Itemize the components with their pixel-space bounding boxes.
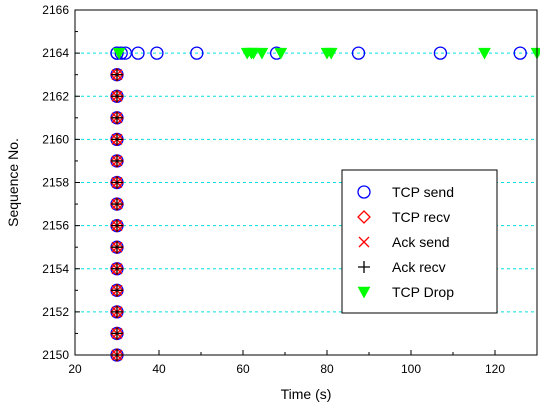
data-point [110,46,124,60]
data-point [111,154,123,167]
y-tick-label: 2160 [42,132,69,146]
data-point [433,46,448,60]
y-tick-label: 2156 [42,219,69,233]
data-point [112,47,126,60]
y-tick-label: 2150 [42,348,69,362]
data-point [111,176,123,189]
axis-ticks: 20 40 60 80 100 120 2150 2152 2154 2156 2158 2160 21… [42,3,505,376]
legend-marker [358,236,370,248]
data-point [111,241,123,254]
y-tick-label: 2162 [42,89,69,103]
legend-marker [357,286,371,299]
data-point [478,47,491,60]
x-tick-label: 100 [401,362,421,376]
x-axis-label: Time (s) [281,386,332,402]
x-tick-label: 60 [236,362,250,376]
data-point [111,327,123,340]
data-point [111,111,123,124]
y-tick-label: 2154 [42,262,69,276]
series-tcp-drop [112,47,540,60]
data-point [131,46,145,60]
data-point [111,305,123,318]
data-point [274,47,288,60]
data-point [111,284,123,297]
data-point [150,46,164,60]
data-point [111,219,123,232]
series-layer [110,46,540,362]
legend-label: Ack send [392,234,450,250]
data-point [111,133,123,146]
legend: TCP send TCP recv Ack send Ack recv TCP Drop [341,169,498,314]
data-point [190,46,204,60]
data-point [114,46,128,60]
data-point [111,68,123,81]
x-tick-label: 40 [152,362,166,376]
legend-marker [357,210,371,224]
data-point [111,262,123,275]
legend-label: Ack recv [392,259,446,275]
data-point [513,46,527,60]
data-point [255,47,269,60]
data-point [111,198,123,211]
data-point [247,47,260,60]
legend-label: TCP send [392,184,454,200]
series-ack-recv [111,68,123,361]
legend-marker [357,185,371,199]
y-tick-label: 2164 [42,46,69,60]
y-axis-label: Sequence No. [5,138,21,227]
y-tick-label: 2166 [42,3,69,17]
y-tick-label: 2152 [42,305,69,319]
x-tick-label: 80 [320,362,334,376]
data-point [324,47,338,60]
x-tick-label: 120 [485,362,505,376]
legend-label: TCP recv [392,209,450,225]
data-point [111,90,123,103]
legend-marker [358,261,370,273]
y-tick-label: 2158 [42,176,69,190]
x-tick-label: 20 [68,362,82,376]
legend-label: TCP Drop [392,284,454,300]
data-point [351,46,366,60]
